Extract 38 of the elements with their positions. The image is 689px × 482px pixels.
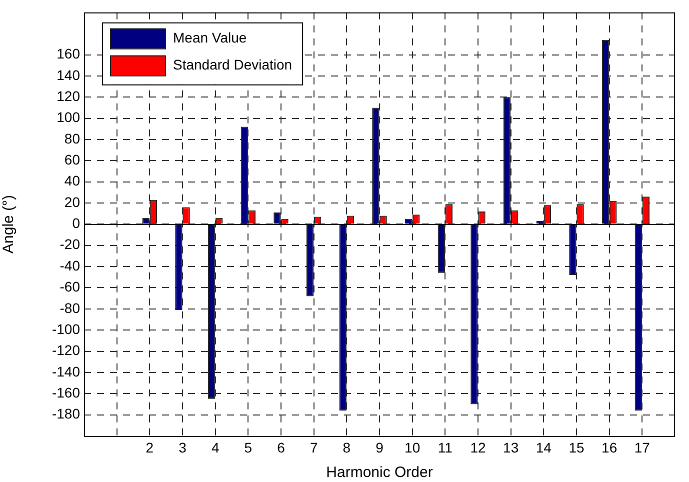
x-tick-label: 16 bbox=[602, 439, 618, 456]
x-tick-label: 12 bbox=[470, 439, 486, 456]
y-tick-label: 20 bbox=[64, 194, 80, 210]
y-tick-label: -180 bbox=[52, 406, 80, 422]
x-tick-label: 4 bbox=[211, 439, 220, 456]
x-tick-label: 9 bbox=[376, 439, 384, 456]
y-tick-label: 140 bbox=[56, 66, 80, 83]
y-tick-label: -100 bbox=[52, 320, 80, 337]
y-tick-label: -20 bbox=[60, 236, 80, 252]
x-tick-label: 17 bbox=[634, 439, 650, 456]
y-tick-label: 80 bbox=[64, 130, 80, 146]
y-axis-title: Angle (°) bbox=[0, 194, 18, 254]
x-tick-label: 11 bbox=[438, 439, 453, 456]
legend-label: Standard Deviation bbox=[173, 56, 292, 72]
y-tick-label: 60 bbox=[64, 152, 80, 168]
y-tick-label: -160 bbox=[52, 384, 80, 400]
x-tick-label: 6 bbox=[277, 439, 286, 456]
y-tick-label: 100 bbox=[56, 109, 80, 126]
x-tick-label: 13 bbox=[503, 439, 519, 456]
y-tick-label: -120 bbox=[52, 342, 80, 358]
x-tick-label: 7 bbox=[310, 439, 318, 456]
x-tick-label: 5 bbox=[244, 439, 252, 456]
legend-label: Mean Value bbox=[173, 29, 247, 46]
x-tick-label: 10 bbox=[404, 439, 420, 456]
y-tick-label: -40 bbox=[60, 257, 80, 274]
x-tick-label: 3 bbox=[178, 439, 187, 456]
x-axis-title: Harmonic Order bbox=[326, 464, 433, 482]
y-tick-label: 40 bbox=[64, 172, 80, 189]
x-tick-label: 8 bbox=[342, 439, 351, 456]
x-tick-label: 15 bbox=[568, 439, 584, 456]
x-tick-label: 14 bbox=[536, 439, 552, 456]
y-tick-label: -140 bbox=[52, 363, 80, 380]
y-tick-label: 120 bbox=[56, 88, 80, 104]
y-tick-label: 0 bbox=[72, 215, 80, 232]
y-tick-label: 160 bbox=[56, 46, 80, 62]
x-tick-label: 2 bbox=[146, 439, 154, 456]
y-tick-label: -80 bbox=[60, 300, 80, 316]
y-tick-label: -60 bbox=[60, 278, 80, 295]
